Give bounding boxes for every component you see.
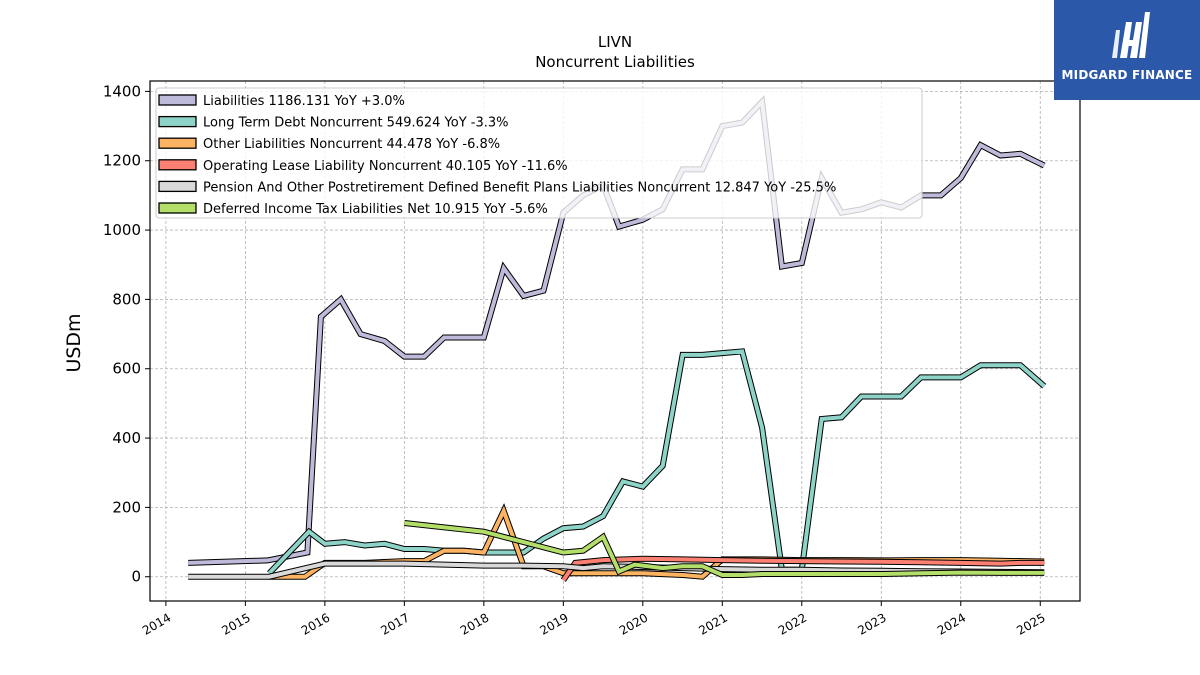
y-axis: 0 200 400 600 800 1000 1200 1400 — [103, 82, 150, 586]
x-tick-label: 2021 — [696, 610, 729, 637]
y-axis-label: USDm — [63, 313, 85, 372]
legend-swatch — [158, 180, 197, 193]
y-tick-label: 1200 — [103, 152, 141, 170]
chart-title: LIVN — [598, 33, 632, 51]
x-tick-label: 2022 — [776, 610, 809, 637]
legend-label: Pension And Other Postretirement Defined… — [203, 180, 836, 195]
y-tick-label: 0 — [131, 568, 141, 586]
plot-area-border — [149, 80, 1081, 602]
brand-logo: MIDGARD FINANCE — [1054, 0, 1200, 100]
legend-swatch — [158, 159, 197, 171]
y-tick-label: 1400 — [103, 82, 141, 100]
x-tick-label: 2014 — [140, 610, 173, 637]
series-line — [267, 349, 1046, 575]
logo-mark-icon — [1112, 12, 1150, 58]
x-tick-label: 2018 — [458, 610, 491, 637]
legend-label: Deferred Income Tax Liabilities Net 10.9… — [203, 202, 548, 217]
series-line — [404, 521, 1045, 577]
logo-text: MIDGARD FINANCE — [1061, 68, 1193, 82]
y-tick-label: 800 — [112, 290, 141, 308]
y-tick-label: 200 — [112, 498, 141, 516]
legend-label: Other Liabilities Noncurrent 44.478 YoY … — [203, 137, 500, 152]
legend-swatch — [158, 202, 197, 214]
x-tick-label: 2024 — [935, 610, 968, 637]
x-tick-label: 2025 — [1014, 610, 1047, 637]
legend-label: Long Term Debt Noncurrent 549.624 YoY -3… — [203, 116, 509, 131]
legend-label: Operating Lease Liability Noncurrent 40.… — [203, 159, 568, 174]
x-tick-label: 2015 — [219, 610, 252, 637]
chart-subtitle: Noncurrent Liabilities — [535, 53, 695, 71]
x-axis: 2014 2015 2016 2017 2018 2019 2020 2021 2022 2023… — [140, 601, 1048, 638]
x-tick-label: 2017 — [378, 610, 411, 637]
legend-swatch — [158, 137, 197, 149]
series-1 — [267, 348, 1047, 576]
series-5 — [404, 520, 1045, 578]
legend-label: Liabilities 1186.131 YoY +3.0% — [203, 94, 405, 109]
x-tick-label: 2019 — [537, 610, 570, 637]
legend-box — [155, 87, 923, 219]
series-line-outline — [267, 348, 1047, 576]
y-tick-label: 600 — [112, 360, 141, 378]
y-tick-label: 400 — [112, 429, 141, 447]
legend: Liabilities 1186.131 YoY +3.0% Long Term … — [155, 87, 923, 219]
legend-swatch — [158, 94, 197, 106]
legend-swatch — [158, 115, 197, 128]
plot-frame — [149, 80, 1081, 602]
y-tick-label: 1000 — [103, 221, 141, 239]
x-tick-label: 2023 — [855, 610, 888, 637]
x-tick-label: 2020 — [617, 610, 650, 637]
x-tick-label: 2016 — [299, 610, 332, 637]
